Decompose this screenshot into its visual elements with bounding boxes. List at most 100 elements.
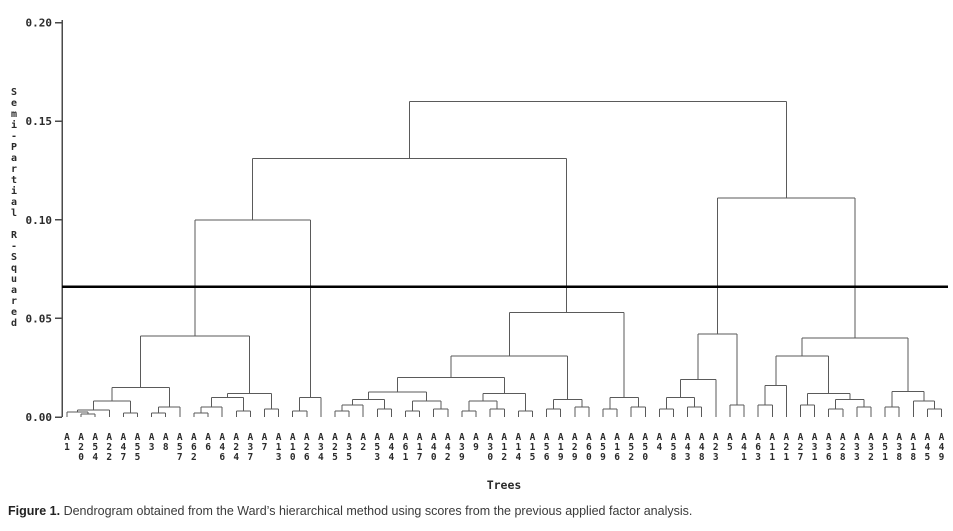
- svg-text:6: 6: [403, 442, 409, 453]
- svg-text:a: a: [11, 285, 17, 296]
- svg-text:4: 4: [939, 442, 945, 453]
- svg-text:4: 4: [445, 442, 451, 453]
- svg-text:7: 7: [417, 452, 423, 463]
- svg-text:6: 6: [304, 452, 310, 463]
- svg-text:9: 9: [572, 452, 578, 463]
- svg-text:A: A: [671, 432, 677, 443]
- svg-text:P: P: [11, 142, 17, 153]
- svg-text:8: 8: [671, 452, 677, 463]
- svg-text:A: A: [614, 432, 620, 443]
- svg-text:e: e: [11, 98, 17, 109]
- svg-text:3: 3: [854, 442, 860, 453]
- svg-text:A: A: [332, 432, 338, 443]
- svg-text:3: 3: [248, 442, 254, 453]
- svg-text:A: A: [459, 432, 465, 443]
- svg-text:i: i: [11, 119, 17, 131]
- svg-text:1: 1: [403, 452, 409, 463]
- svg-text:A: A: [896, 432, 902, 443]
- svg-text:1: 1: [812, 452, 818, 463]
- svg-text:A: A: [755, 432, 761, 443]
- dendrogram-links: [66, 101, 942, 417]
- svg-text:A: A: [219, 432, 225, 443]
- svg-text:A: A: [473, 432, 479, 443]
- svg-text:4: 4: [431, 442, 437, 453]
- svg-text:0.00: 0.00: [26, 411, 53, 424]
- svg-text:3: 3: [868, 442, 874, 453]
- svg-text:6: 6: [191, 442, 197, 453]
- svg-text:a: a: [11, 197, 17, 208]
- svg-text:9: 9: [600, 452, 606, 463]
- caption-text: Dendrogram obtained from the Ward’s hier…: [60, 504, 693, 518]
- svg-text:4: 4: [233, 452, 239, 463]
- svg-text:8: 8: [896, 452, 902, 463]
- svg-text:2: 2: [106, 442, 112, 453]
- svg-text:3: 3: [149, 442, 155, 453]
- svg-text:A: A: [149, 432, 155, 443]
- svg-text:5: 5: [727, 442, 733, 453]
- svg-text:A: A: [882, 432, 888, 443]
- svg-text:5: 5: [177, 442, 183, 453]
- svg-text:5: 5: [530, 452, 536, 463]
- svg-text:4: 4: [657, 442, 663, 453]
- svg-text:4: 4: [516, 452, 522, 463]
- svg-text:8: 8: [910, 452, 916, 463]
- svg-text:6: 6: [614, 452, 620, 463]
- svg-text:0: 0: [78, 452, 84, 463]
- svg-text:A: A: [487, 432, 493, 443]
- svg-text:7: 7: [798, 452, 804, 463]
- svg-text:A: A: [276, 432, 282, 443]
- svg-text:A: A: [346, 432, 352, 443]
- svg-text:0.05: 0.05: [26, 312, 53, 325]
- svg-text:q: q: [11, 263, 17, 274]
- svg-text:A: A: [558, 432, 564, 443]
- figure-caption: Figure 1. Dendrogram obtained from the W…: [8, 504, 948, 518]
- svg-text:2: 2: [191, 452, 197, 463]
- svg-text:6: 6: [826, 452, 832, 463]
- svg-text:A: A: [642, 432, 648, 443]
- svg-text:4: 4: [741, 442, 747, 453]
- svg-text:A: A: [572, 432, 578, 443]
- svg-text:A: A: [290, 432, 296, 443]
- svg-text:2: 2: [445, 452, 451, 463]
- svg-text:A: A: [826, 432, 832, 443]
- svg-text:3: 3: [459, 442, 465, 453]
- svg-text:A: A: [318, 432, 324, 443]
- svg-text:A: A: [741, 432, 747, 443]
- svg-text:4: 4: [318, 452, 324, 463]
- svg-text:0: 0: [431, 452, 437, 463]
- svg-text:2: 2: [78, 442, 84, 453]
- svg-text:6: 6: [219, 452, 225, 463]
- svg-text:4: 4: [699, 442, 705, 453]
- svg-text:A: A: [431, 432, 437, 443]
- svg-text:3: 3: [812, 442, 818, 453]
- svg-text:1: 1: [741, 452, 747, 463]
- svg-text:2: 2: [713, 442, 719, 453]
- svg-text:3: 3: [713, 452, 719, 463]
- svg-text:6: 6: [755, 442, 761, 453]
- svg-text:A: A: [177, 432, 183, 443]
- svg-text:7: 7: [262, 442, 268, 453]
- svg-text:A: A: [248, 432, 254, 443]
- svg-text:3: 3: [755, 452, 761, 463]
- svg-text:0.20: 0.20: [26, 17, 53, 30]
- svg-text:2: 2: [628, 452, 634, 463]
- svg-text:A: A: [713, 432, 719, 443]
- svg-text:4: 4: [925, 442, 931, 453]
- svg-text:1: 1: [882, 452, 888, 463]
- svg-text:1: 1: [290, 442, 296, 453]
- svg-text:t: t: [11, 175, 17, 186]
- svg-text:A: A: [727, 432, 733, 443]
- svg-text:A: A: [939, 432, 945, 443]
- svg-text:2: 2: [233, 442, 239, 453]
- svg-text:6: 6: [586, 442, 592, 453]
- svg-text:1: 1: [910, 442, 916, 453]
- svg-text:S: S: [11, 87, 17, 98]
- caption-label: Figure 1.: [8, 504, 61, 518]
- svg-text:8: 8: [840, 452, 846, 463]
- svg-text:9: 9: [473, 442, 479, 453]
- svg-text:1: 1: [530, 442, 536, 453]
- svg-text:5: 5: [346, 452, 352, 463]
- svg-text:A: A: [106, 432, 112, 443]
- svg-text:5: 5: [332, 452, 338, 463]
